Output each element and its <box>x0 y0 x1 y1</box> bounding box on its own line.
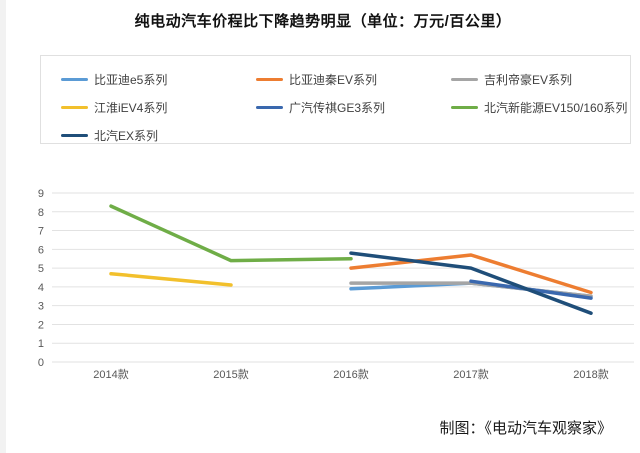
x-tick-label: 2018款 <box>573 367 608 381</box>
line-swatch-icon <box>61 105 88 109</box>
y-tick-label: 3 <box>38 301 44 313</box>
legend-item-byd-e5: 比亚迪e5系列 <box>61 71 256 88</box>
line-swatch-icon <box>256 105 283 109</box>
y-tick-label: 0 <box>38 357 44 369</box>
legend-label: 广汽传祺GE3系列 <box>289 100 386 115</box>
legend-item-byd-qin-ev: 比亚迪秦EV系列 <box>256 71 451 88</box>
legend-grid: 比亚迪e5系列 比亚迪秦EV系列 吉利帝豪EV系列 江淮iEV4系列 广汽传祺G… <box>61 65 630 149</box>
line-swatch-icon <box>61 77 88 81</box>
line-swatch-icon <box>451 105 478 109</box>
y-tick-label: 1 <box>38 338 44 350</box>
credit-text: 制图：《电动汽车观察家》 <box>439 421 612 437</box>
series-line-3 <box>109 271 233 287</box>
y-tick-label: 8 <box>38 207 44 219</box>
legend-item-geely-emgrand-ev: 吉利帝豪EV系列 <box>451 71 630 88</box>
y-tick-label: 5 <box>38 263 44 275</box>
y-tick-label: 6 <box>38 244 44 256</box>
series-line-1 <box>349 253 593 295</box>
line-swatch-icon <box>256 77 283 81</box>
x-tick-label: 2016款 <box>333 367 368 381</box>
legend-label: 吉利帝豪EV系列 <box>484 72 573 87</box>
y-tick-label: 7 <box>38 226 44 238</box>
legend-label: 江淮iEV4系列 <box>94 100 168 115</box>
x-tick-label: 2014款 <box>93 367 128 381</box>
x-tick-label: 2017款 <box>453 367 488 381</box>
y-tick-label: 4 <box>38 282 44 294</box>
legend-label: 北汽新能源EV150/160系列 <box>484 100 628 115</box>
series-line-5 <box>109 204 353 263</box>
line-chart: 0 1 2 3 4 5 6 7 8 9 2014款 2015款 2016款 2017款 2018款 <box>38 188 634 381</box>
line-swatch-icon <box>451 77 478 81</box>
x-tick-label: 2015款 <box>213 367 248 381</box>
legend-item-jac-iev4: 江淮iEV4系列 <box>61 99 256 116</box>
legend: 比亚迪e5系列 比亚迪秦EV系列 吉利帝豪EV系列 江淮iEV4系列 广汽传祺G… <box>40 55 631 144</box>
y-tick-label: 9 <box>38 188 44 200</box>
chart-title: 纯电动汽车价程比下降趋势明显（单位：万元/百公里） <box>134 13 512 30</box>
legend-item-baic-ex: 北汽EX系列 <box>61 127 256 144</box>
line-swatch-icon <box>61 133 88 137</box>
y-tick-label: 2 <box>38 319 44 331</box>
legend-item-baic-ev150-160: 北汽新能源EV150/160系列 <box>451 99 630 116</box>
legend-label: 比亚迪e5系列 <box>94 72 168 87</box>
series-line-6 <box>349 251 593 315</box>
legend-label: 比亚迪秦EV系列 <box>289 72 378 87</box>
legend-item-gac-ge3: 广汽传祺GE3系列 <box>256 99 451 116</box>
legend-label: 北汽EX系列 <box>94 128 159 143</box>
